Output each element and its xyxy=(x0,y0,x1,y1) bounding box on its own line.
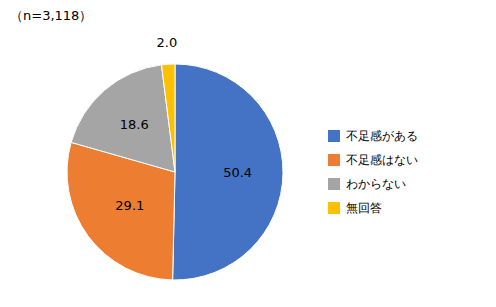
legend-label: 不足感はない xyxy=(346,153,418,167)
slice xyxy=(173,64,283,280)
subtitle: （n=3,118） xyxy=(10,8,92,23)
data-labels: 50.4 29.1 18.6 2.0 xyxy=(115,35,252,213)
chart: （n=3,118） 50.4 29.1 18.6 2.0 不足感がある不足感はないわからな… xyxy=(0,0,496,307)
pie xyxy=(67,64,283,280)
legend-swatch xyxy=(328,130,340,142)
legend-swatch xyxy=(328,202,340,214)
legend-item: わからない xyxy=(328,177,406,191)
legend-swatch xyxy=(328,154,340,166)
legend-label: 無回答 xyxy=(346,201,382,215)
legend: 不足感がある不足感はないわからない無回答 xyxy=(328,129,418,215)
data-label: 50.4 xyxy=(223,165,252,180)
legend-label: 不足感がある xyxy=(346,129,418,143)
legend-item: 不足感がある xyxy=(328,129,418,143)
slice xyxy=(161,64,175,172)
legend-label: わからない xyxy=(346,177,406,191)
data-label: 2.0 xyxy=(157,35,178,50)
legend-swatch xyxy=(328,178,340,190)
slice xyxy=(71,65,175,172)
data-label: 18.6 xyxy=(120,117,149,132)
legend-item: 無回答 xyxy=(328,201,382,215)
data-label: 29.1 xyxy=(115,198,144,213)
legend-item: 不足感はない xyxy=(328,153,418,167)
